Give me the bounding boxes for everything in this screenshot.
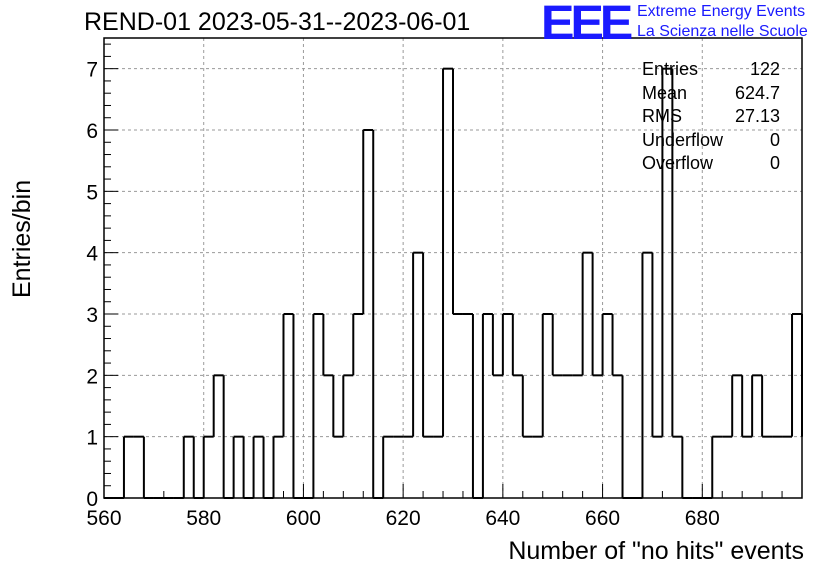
stats-value: 0: [769, 129, 780, 150]
y-tick-label: 2: [86, 365, 98, 388]
stats-label: Mean: [642, 82, 688, 103]
x-axis-label: Number of "no hits" events: [508, 537, 804, 565]
histogram-outline: [104, 67, 803, 499]
stats-row-underflow: Underflow 0: [642, 129, 780, 153]
stats-row-rms: RMS 27.13: [642, 105, 780, 129]
logo-text: Extreme Energy Events La Scienza nelle S…: [637, 2, 808, 42]
stats-label: Underflow: [642, 129, 724, 150]
stats-value: 122: [749, 59, 780, 79]
y-tick-label: 1: [86, 427, 98, 450]
y-tick-label: 5: [86, 181, 98, 204]
logo-line-1: Extreme Energy Events: [637, 3, 806, 20]
x-tick-label: 640: [485, 507, 520, 530]
stats-row-entries: Entries 122: [642, 58, 780, 82]
x-tick-label: 680: [685, 507, 720, 530]
stats-label: RMS: [642, 106, 682, 126]
plot-frame: [103, 37, 803, 499]
stats-box: Entries 122 Mean 624.7 RMS 27.13 Underfl…: [642, 58, 780, 176]
stats-row-mean: Mean 624.7: [642, 82, 780, 106]
stats-value: 27.13: [734, 106, 780, 126]
logo-line-2: La Scienza nelle Scuole: [637, 23, 808, 40]
stats-value: 624.7: [734, 82, 780, 103]
x-tick-label: 660: [585, 507, 620, 530]
x-tick-label: 620: [386, 507, 421, 530]
chart-title: REND-01 2023-05-31--2023-06-01: [84, 8, 471, 36]
y-tick-label: 3: [86, 304, 98, 327]
x-tick-label: 560: [86, 507, 121, 530]
x-tick-label: 580: [186, 507, 221, 530]
stats-value: 0: [769, 153, 780, 173]
stats-label: Overflow: [642, 153, 714, 173]
y-tick-label: 0: [86, 488, 98, 511]
y-axis-label: Entries/bin: [8, 179, 36, 298]
y-tick-label: 7: [86, 59, 98, 82]
y-tick-label: 4: [86, 243, 98, 266]
x-tick-labels: 560 580 600 620 640 660 680: [86, 507, 719, 530]
axes: [103, 37, 803, 499]
y-tick-label: 6: [86, 120, 98, 143]
eee-logo: EEE: [540, 0, 633, 50]
stats-label: Entries: [642, 59, 699, 79]
x-tick-label: 600: [286, 507, 321, 530]
stats-row-overflow: Overflow 0: [642, 152, 780, 176]
y-tick-labels: 0 1 2 3 4 5 6 7: [86, 59, 98, 511]
